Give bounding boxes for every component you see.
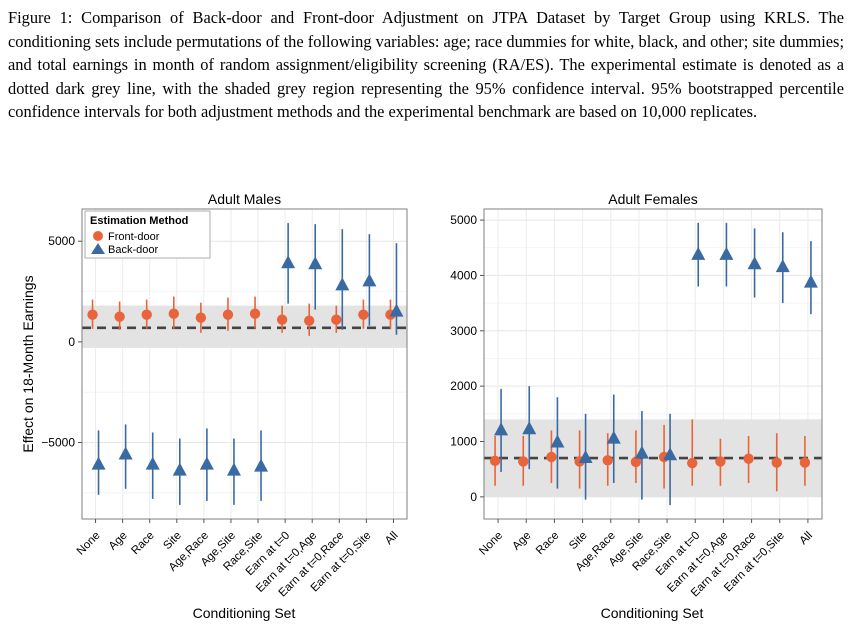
back-door-point	[335, 277, 350, 291]
front-door-point	[222, 309, 234, 320]
back-door-point	[775, 259, 790, 273]
back-door-point	[118, 446, 133, 460]
plot-background	[82, 209, 407, 519]
plot-frame	[81, 208, 408, 520]
front-door-point	[771, 457, 782, 468]
back-door-point	[362, 273, 377, 287]
figure-caption: Figure 1: Comparison of Back-door and Fr…	[8, 8, 844, 121]
x-tick-label: All	[798, 530, 816, 548]
front-door-point	[602, 455, 613, 466]
back-door-point	[522, 421, 537, 435]
back-door-point	[803, 274, 818, 288]
back-door-point	[281, 255, 296, 269]
front-door-point	[249, 308, 261, 319]
back-door-point	[691, 246, 706, 260]
back-door-point	[747, 256, 762, 270]
front-door-point	[799, 457, 811, 468]
back-door-point	[606, 430, 621, 444]
panel-title: Adult Males	[208, 191, 281, 207]
front-door-point	[168, 308, 179, 319]
legend-title: Estimation Method	[90, 215, 188, 227]
panel-title: Adult Females	[608, 191, 697, 207]
x-tick-label: Race	[534, 530, 561, 557]
legend-back-door-label: Back-door	[108, 244, 158, 256]
legend-front-door-label: Front-door	[108, 231, 160, 243]
front-door-point	[87, 309, 98, 320]
back-door-point	[308, 256, 323, 270]
legend-front-door-marker	[93, 231, 103, 241]
front-door-point	[518, 456, 529, 467]
back-door-point	[389, 303, 404, 317]
back-door-point	[663, 447, 678, 461]
front-door-point	[358, 309, 369, 320]
x-axis-label: Conditioning Set	[193, 605, 296, 621]
back-door-point	[226, 462, 241, 476]
back-door-point	[145, 456, 160, 470]
x-tick-label: None	[75, 530, 103, 558]
y-tick-label: 5000	[48, 234, 75, 248]
x-tick-label: Site	[161, 530, 184, 553]
y-tick-label: 1000	[450, 435, 477, 449]
x-tick-label: None	[477, 530, 505, 558]
front-door-point	[276, 314, 288, 325]
front-door-point	[687, 457, 698, 469]
legend-box	[84, 210, 211, 259]
y-tick-label: 0	[470, 490, 477, 504]
front-door-point	[743, 453, 754, 464]
x-tick-label: Site	[567, 530, 590, 553]
x-tick-label: Race	[129, 530, 156, 557]
front-door-point	[715, 456, 726, 467]
back-door-point	[199, 456, 214, 470]
y-axis-label: Effect on 18-Month Earnings	[20, 275, 36, 452]
front-door-point	[630, 456, 642, 468]
legend-back-door-marker	[91, 243, 105, 254]
x-tick-label: Age	[107, 530, 130, 553]
x-axis-label: Conditioning Set	[601, 605, 704, 621]
y-tick-label: 4000	[450, 268, 477, 282]
x-tick-label: Age	[510, 530, 533, 553]
y-tick-label: 0	[68, 335, 75, 349]
front-door-point	[195, 312, 207, 323]
front-door-point	[114, 311, 125, 322]
back-door-point	[578, 450, 593, 464]
back-door-point	[254, 458, 269, 472]
back-door-point	[719, 246, 734, 260]
front-door-point	[489, 455, 501, 467]
back-door-point	[634, 445, 649, 459]
plot-frame	[483, 208, 823, 520]
y-tick-label: 5000	[450, 213, 477, 227]
back-door-point	[91, 456, 106, 470]
y-tick-label: −5000	[41, 436, 75, 450]
back-door-point	[550, 434, 565, 448]
front-door-point	[304, 315, 315, 326]
y-tick-label: 3000	[450, 324, 477, 338]
back-door-point	[172, 462, 187, 476]
front-door-point	[331, 314, 342, 325]
y-tick-label: 2000	[450, 379, 477, 393]
front-door-point	[546, 451, 557, 463]
front-door-point	[141, 309, 152, 320]
back-door-point	[494, 422, 509, 436]
x-tick-label: All	[383, 530, 401, 548]
